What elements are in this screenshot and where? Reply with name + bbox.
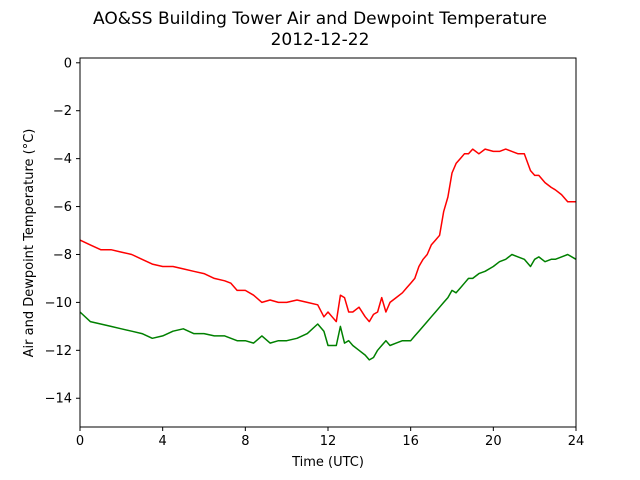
x-tick-label: 24: [568, 434, 585, 449]
x-tick-label: 0: [76, 434, 84, 449]
y-tick-label: −2: [53, 104, 72, 119]
series-line-1: [79, 253, 577, 361]
chart-title: AO&SS Building Tower Air and Dewpoint Te…: [93, 9, 547, 29]
series-line-0: [79, 148, 576, 323]
x-tick-label: 16: [402, 434, 419, 449]
y-tick-label: −10: [45, 296, 72, 311]
x-tick-label: 8: [241, 434, 249, 449]
y-tick-label: 0: [64, 56, 72, 71]
y-tick-label: −8: [53, 248, 72, 263]
y-tick-label: −6: [53, 200, 72, 215]
plot-frame: [79, 57, 577, 428]
series-group: [79, 148, 577, 361]
chart-subtitle: 2012-12-22: [271, 30, 370, 50]
y-tick-label: −12: [45, 344, 72, 359]
x-axis: 0 4 8 12 16 20 24: [76, 427, 584, 449]
x-axis-label: Time (UTC): [291, 455, 364, 470]
x-tick-label: 12: [320, 434, 337, 449]
x-tick-label: 4: [159, 434, 167, 449]
y-tick-label: −4: [53, 152, 72, 167]
y-axis: 0 −2 −4 −6 −8 −10 −12 −14: [45, 56, 80, 407]
y-tick-label: −14: [45, 392, 72, 407]
y-axis-label: Air and Dewpoint Temperature (°C): [22, 129, 37, 358]
x-tick-label: 20: [485, 434, 502, 449]
